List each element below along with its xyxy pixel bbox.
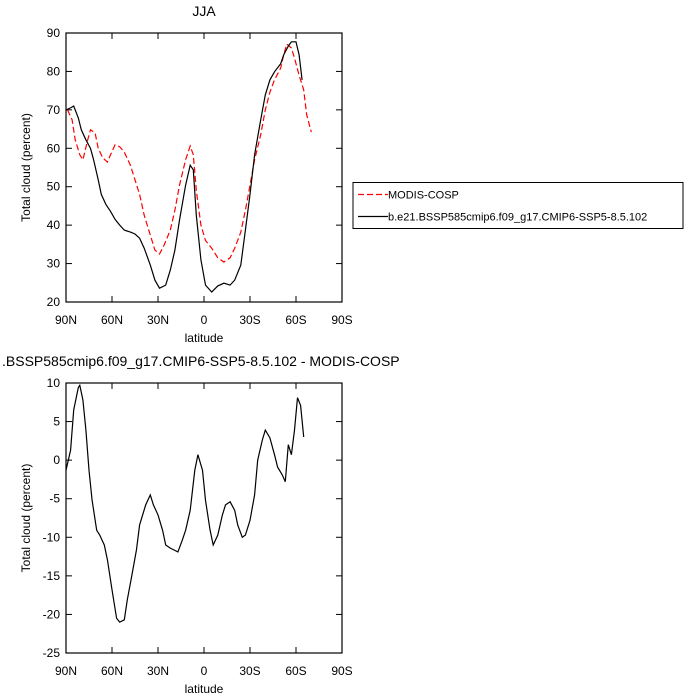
x-tick-label: 0 [201, 664, 208, 678]
legend-box [352, 182, 684, 229]
y-tick-label: 10 [47, 376, 61, 390]
legend-label: b.e21.BSSP585cmip6.f09_g17.CMIP6-SSP5-8.… [388, 212, 647, 224]
x-tick-label: 60S [285, 313, 306, 327]
y-tick-label: -25 [43, 646, 61, 660]
y-tick-label: -10 [43, 530, 61, 544]
chart-title: JJA [192, 3, 216, 19]
y-tick-label: 60 [47, 141, 61, 155]
x-tick-label: 90N [55, 664, 77, 678]
y-tick-label: 30 [47, 257, 61, 271]
x-axis-label: latitude [185, 682, 224, 696]
y-tick-label: -5 [49, 492, 60, 506]
x-tick-label: 60S [285, 664, 306, 678]
y-axis-label: Total cloud (percent) [19, 464, 33, 573]
y-tick-label: 0 [53, 453, 60, 467]
plot-frame [65, 382, 343, 654]
y-tick-label: 90 [47, 26, 61, 40]
x-tick-label: 90N [55, 313, 77, 327]
y-tick-label: 80 [47, 64, 61, 78]
data-line [65, 383, 305, 623]
x-tick-label: 30S [239, 313, 260, 327]
x-tick-label: 0 [201, 313, 208, 327]
x-tick-label: 60N [101, 664, 123, 678]
legend-label: MODIS-COSP [388, 190, 459, 202]
y-tick-label: -15 [43, 569, 61, 583]
y-tick-label: 5 [53, 415, 60, 429]
x-tick-label: 60N [101, 313, 123, 327]
y-tick-label: 40 [47, 218, 61, 232]
y-tick-label: -20 [43, 607, 61, 621]
y-tick-label: 70 [47, 103, 61, 117]
data-line [65, 41, 303, 293]
x-tick-label: 30N [147, 664, 169, 678]
x-axis-label: latitude [185, 331, 224, 345]
x-tick-label: 90S [331, 313, 352, 327]
y-tick-label: 50 [47, 180, 61, 194]
data-line [66, 43, 312, 263]
y-tick-label: 20 [47, 295, 61, 309]
x-tick-label: 30N [147, 313, 169, 327]
y-axis-label: Total cloud (percent) [19, 113, 33, 222]
chart-title: .BSSP585cmip6.f09_g17.CMIP6-SSP5-8.5.102… [2, 353, 400, 369]
x-tick-label: 90S [331, 664, 352, 678]
x-tick-label: 30S [239, 664, 260, 678]
plot-frame [65, 32, 343, 303]
